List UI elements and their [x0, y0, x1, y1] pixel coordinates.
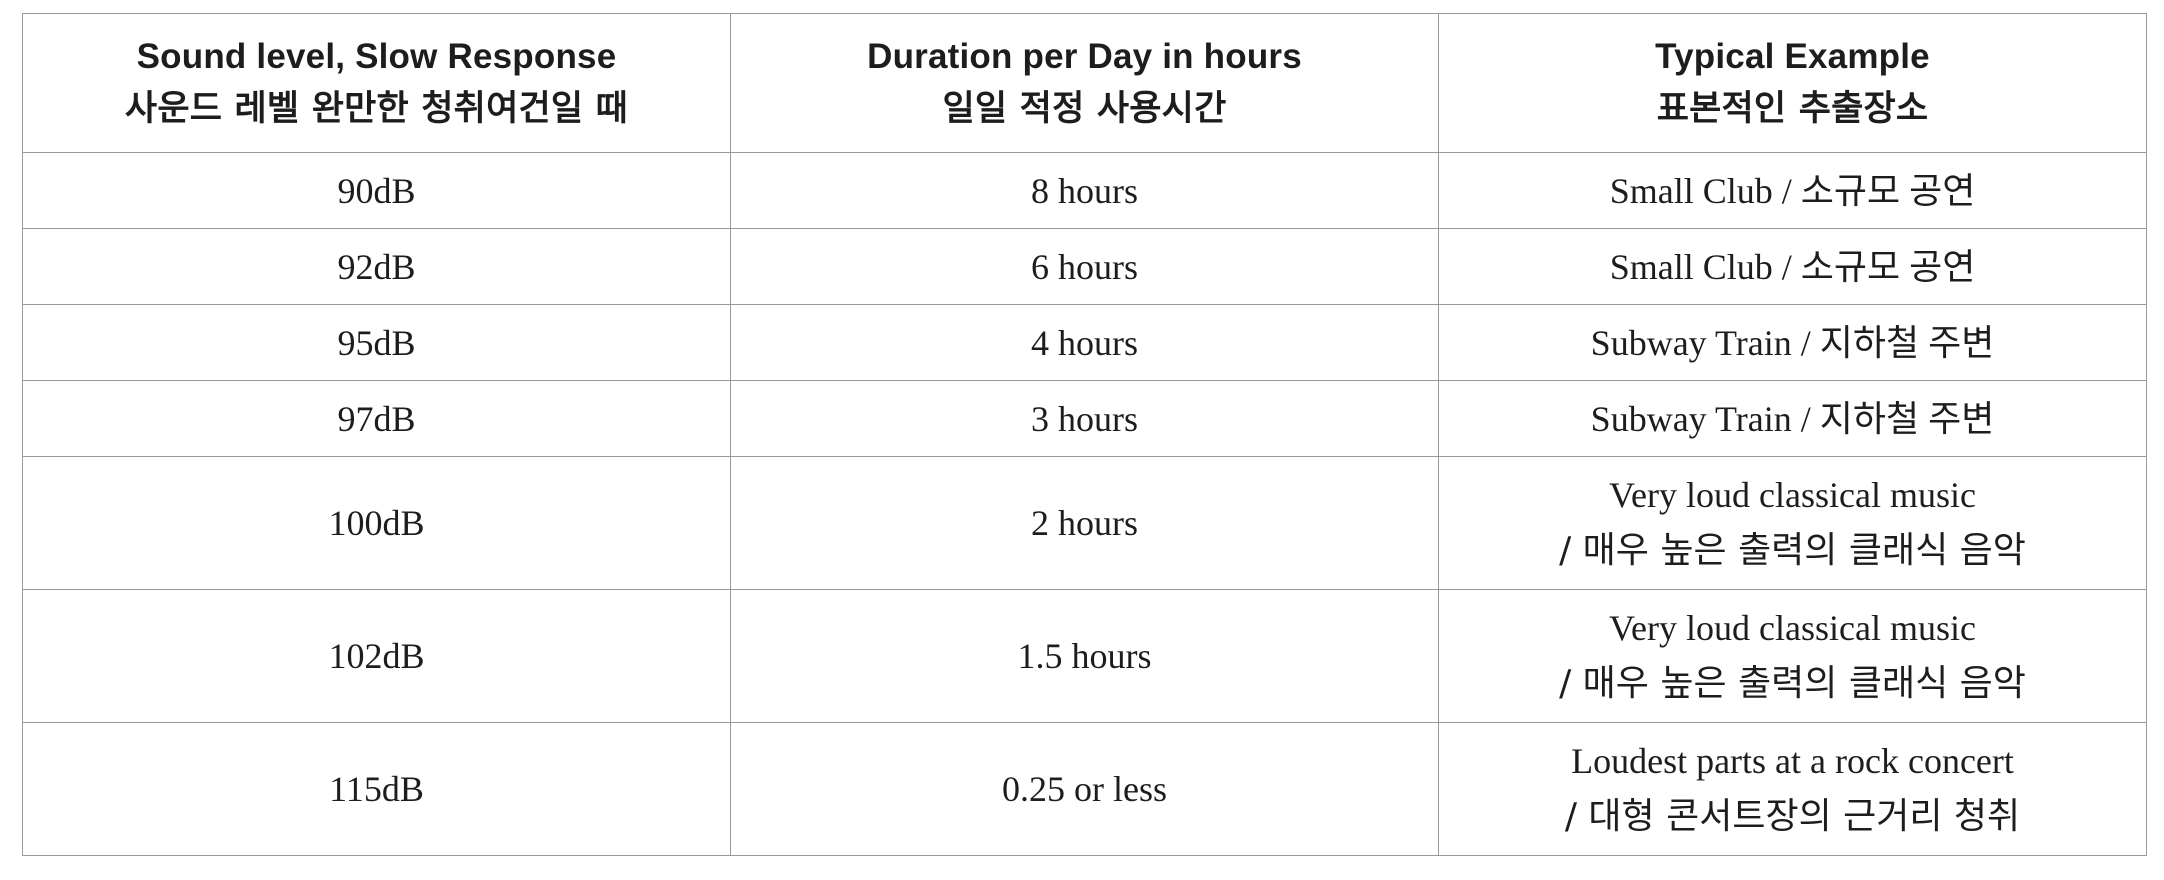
table-row: 95dB 4 hours Subway Train / 지하철 주변 — [22, 304, 2147, 381]
cell-example: Loudest parts at a rock concert / 대형 콘서트… — [1438, 722, 2147, 856]
cell-level: 97dB — [22, 380, 731, 457]
table-row: 115dB 0.25 or less Loudest parts at a ro… — [22, 722, 2147, 856]
cell-duration: 3 hours — [730, 380, 1439, 457]
cell-example-line1: Very loud classical music — [1609, 475, 1976, 515]
cell-duration: 6 hours — [730, 228, 1439, 305]
cell-level: 92dB — [22, 228, 731, 305]
cell-example: Subway Train / 지하철 주변 — [1438, 304, 2147, 381]
table-header-row: Sound level, Slow Response 사운드 레벨 완만한 청취… — [22, 13, 2147, 153]
cell-example: Very loud classical music / 매우 높은 출력의 클래… — [1438, 589, 2147, 723]
cell-level: 100dB — [22, 456, 731, 590]
header-typical-example-ko: 표본적인 추출장소 — [1656, 89, 1929, 129]
header-duration: Duration per Day in hours 일일 적정 사용시간 — [730, 13, 1439, 153]
header-sound-level-en: Sound level, Slow Response — [136, 37, 617, 76]
cell-example: Small Club / 소규모 공연 — [1438, 152, 2147, 229]
table-row: 102dB 1.5 hours Very loud classical musi… — [22, 589, 2147, 723]
sound-exposure-table-container: Sound level, Slow Response 사운드 레벨 완만한 청취… — [22, 13, 2147, 856]
cell-example-line2: / 매우 높은 출력의 클래식 음악 — [1559, 530, 2026, 571]
cell-example-line2: / 대형 콘서트장의 근거리 청취 — [1564, 796, 2021, 837]
cell-example: Very loud classical music / 매우 높은 출력의 클래… — [1438, 456, 2147, 590]
sound-exposure-table: Sound level, Slow Response 사운드 레벨 완만한 청취… — [22, 13, 2147, 856]
cell-level: 90dB — [22, 152, 731, 229]
cell-example-line1: Small Club / 소규모 공연 — [1609, 246, 1976, 287]
cell-level: 115dB — [22, 722, 731, 856]
header-duration-en: Duration per Day in hours — [867, 37, 1302, 76]
table-row: 90dB 8 hours Small Club / 소규모 공연 — [22, 152, 2147, 229]
cell-example-line1: Small Club / 소규모 공연 — [1609, 170, 1976, 211]
cell-example-line1: Very loud classical music — [1609, 608, 1976, 648]
header-duration-ko: 일일 적정 사용시간 — [942, 89, 1227, 129]
table-row: 92dB 6 hours Small Club / 소규모 공연 — [22, 228, 2147, 305]
cell-example: Subway Train / 지하철 주변 — [1438, 380, 2147, 457]
cell-duration: 1.5 hours — [730, 589, 1439, 723]
header-sound-level: Sound level, Slow Response 사운드 레벨 완만한 청취… — [22, 13, 731, 153]
cell-example-line1: Subway Train / 지하철 주변 — [1590, 398, 1995, 439]
cell-example-line1: Subway Train / 지하철 주변 — [1590, 322, 1995, 363]
cell-duration: 2 hours — [730, 456, 1439, 590]
cell-duration: 8 hours — [730, 152, 1439, 229]
cell-duration: 4 hours — [730, 304, 1439, 381]
header-typical-example: Typical Example 표본적인 추출장소 — [1438, 13, 2147, 153]
table-row: 97dB 3 hours Subway Train / 지하철 주변 — [22, 380, 2147, 457]
cell-example: Small Club / 소규모 공연 — [1438, 228, 2147, 305]
header-sound-level-ko: 사운드 레벨 완만한 청취여건일 때 — [124, 89, 629, 129]
cell-example-line2: / 매우 높은 출력의 클래식 음악 — [1559, 663, 2026, 704]
cell-duration: 0.25 or less — [730, 722, 1439, 856]
header-typical-example-en: Typical Example — [1655, 37, 1930, 76]
cell-example-line1: Loudest parts at a rock concert — [1571, 741, 2014, 781]
cell-level: 95dB — [22, 304, 731, 381]
cell-level: 102dB — [22, 589, 731, 723]
table-row: 100dB 2 hours Very loud classical music … — [22, 456, 2147, 590]
